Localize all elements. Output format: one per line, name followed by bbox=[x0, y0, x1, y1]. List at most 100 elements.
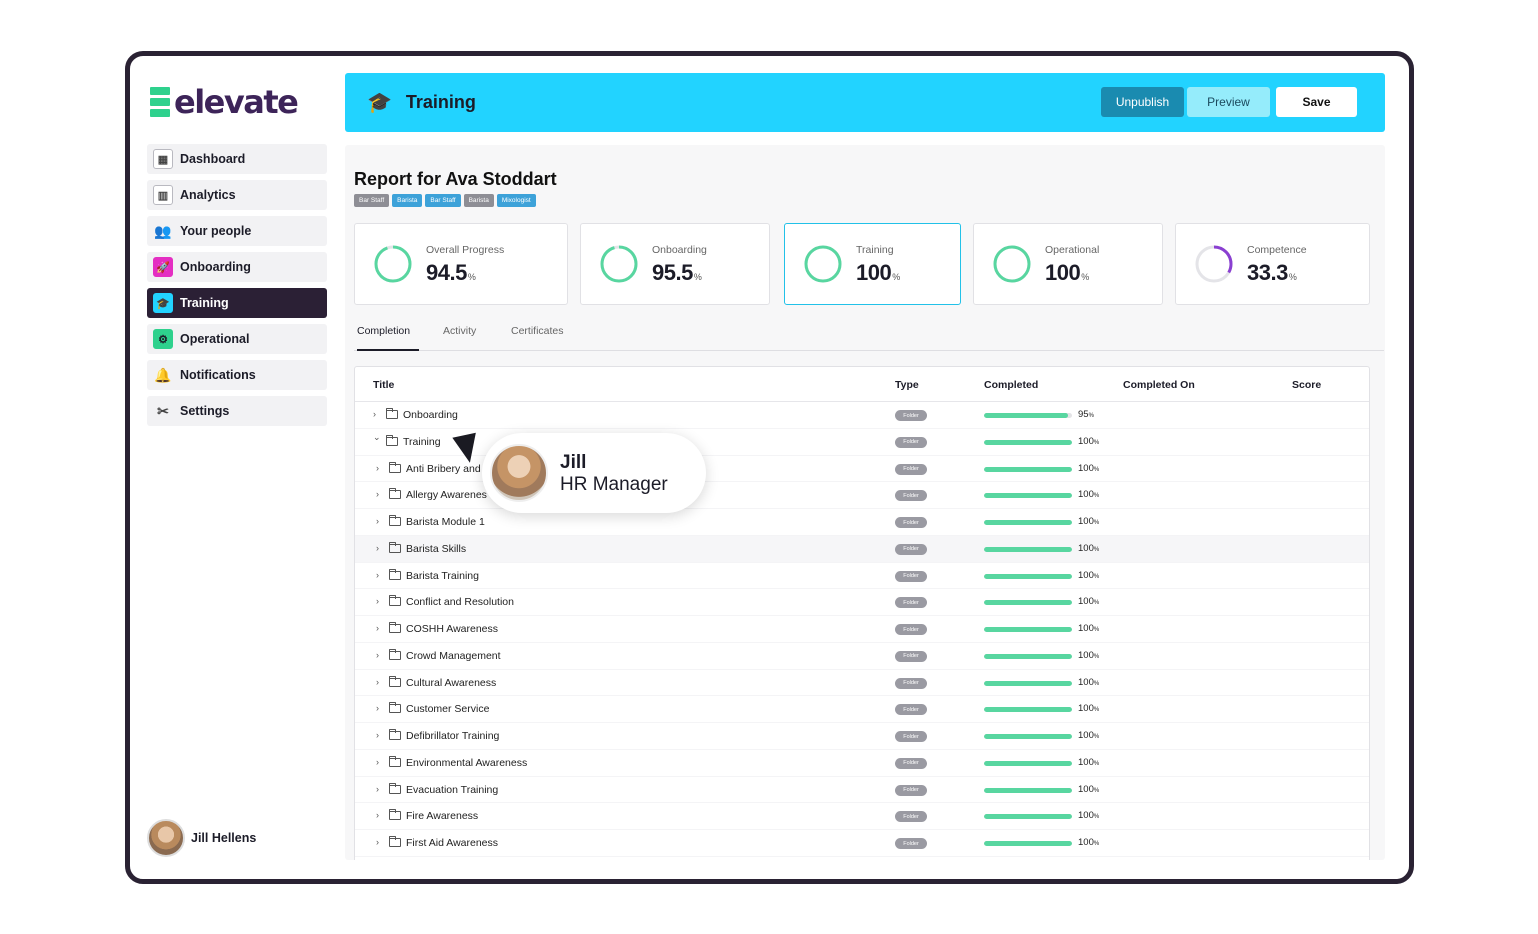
tab-activity[interactable]: Activity bbox=[443, 325, 477, 337]
tools-icon: ✂ bbox=[157, 402, 169, 419]
preview-button[interactable]: Preview bbox=[1187, 87, 1270, 117]
table-row[interactable]: › Evacuation Training Folder 100% bbox=[355, 777, 1369, 804]
stat-card-competence[interactable]: Competence 33.3% bbox=[1175, 223, 1370, 305]
role-tag[interactable]: Barista bbox=[463, 194, 494, 207]
progress-ring-fill bbox=[993, 245, 1031, 283]
chevron-right-icon[interactable]: › bbox=[376, 676, 379, 687]
chevron-right-icon[interactable]: › bbox=[376, 462, 379, 473]
col-completed-on[interactable]: Completed On bbox=[1123, 379, 1195, 391]
stat-label: Onboarding bbox=[652, 244, 707, 256]
tab-completion[interactable]: Completion bbox=[357, 321, 419, 351]
table-row[interactable]: ⌄ Training Folder 100% bbox=[355, 429, 1369, 456]
tab-certificates[interactable]: Certificates bbox=[511, 325, 564, 337]
role-tag[interactable]: Barista bbox=[392, 194, 423, 207]
chevron-right-icon[interactable]: › bbox=[376, 623, 379, 633]
stat-card-onboarding[interactable]: Onboarding 95.5% bbox=[580, 223, 770, 305]
chevron-right-icon[interactable]: › bbox=[376, 542, 379, 553]
type-badge: Folder bbox=[895, 731, 927, 742]
role-tag[interactable]: Bar Staff bbox=[354, 194, 390, 207]
type-badge: Folder bbox=[895, 597, 927, 609]
table-row[interactable]: › Crowd Management Folder 100% bbox=[355, 643, 1369, 670]
stat-unit: % bbox=[1288, 272, 1297, 282]
chevron-right-icon[interactable]: › bbox=[376, 837, 379, 847]
chevron-right-icon[interactable]: › bbox=[376, 516, 379, 526]
completion-bar-fill bbox=[984, 466, 1072, 472]
stat-card-operational[interactable]: Operational 100% bbox=[973, 223, 1163, 305]
progress-ring bbox=[1195, 245, 1233, 283]
chevron-right-icon[interactable]: › bbox=[376, 489, 379, 500]
table-row[interactable]: › Environmental Awareness Folder 100% bbox=[355, 750, 1369, 777]
role-tag[interactable]: Mixologist bbox=[496, 194, 536, 207]
rocket-icon: 🚀 bbox=[153, 257, 173, 277]
completion-bar bbox=[984, 466, 1072, 472]
chevron-right-icon[interactable]: › bbox=[376, 783, 379, 794]
role-tag[interactable]: Bar Staff bbox=[425, 194, 461, 207]
col-title[interactable]: Title bbox=[373, 379, 395, 391]
sidebar-item-notifications[interactable]: 🔔 Notifications bbox=[147, 360, 327, 390]
table-row[interactable]: › Fire Awareness Folder 100% bbox=[355, 803, 1369, 830]
dashboard-icon: ▦ bbox=[153, 149, 173, 169]
percent-value: 100 bbox=[1078, 810, 1094, 822]
col-completed[interactable]: Completed bbox=[984, 379, 1039, 391]
table-header: Title Type Completed Completed On Score bbox=[355, 367, 1369, 402]
chevron-right-icon[interactable]: › bbox=[376, 569, 379, 580]
col-type[interactable]: Type bbox=[895, 379, 919, 391]
table-row[interactable]: › Barista Module 1 Folder 100% bbox=[355, 509, 1369, 536]
completion-percent: 100% bbox=[1078, 703, 1099, 714]
operational-icon: ⚙ bbox=[153, 329, 173, 349]
sidebar-item-operational[interactable]: ⚙ Operational bbox=[147, 324, 327, 354]
table-row[interactable]: › Allergy Awarenes Folder 100% bbox=[355, 482, 1369, 509]
stat-number: 95.5 bbox=[652, 260, 693, 285]
type-badge: Folder bbox=[895, 757, 927, 769]
completion-bar bbox=[984, 600, 1072, 606]
table-row[interactable]: › Onboarding Folder 95% bbox=[355, 402, 1369, 429]
page-title: Training bbox=[405, 92, 476, 112]
table-row[interactable]: › First Aid Awareness Folder 100% bbox=[355, 830, 1369, 857]
chevron-right-icon[interactable]: › bbox=[376, 596, 379, 607]
percent-value: 100 bbox=[1078, 756, 1094, 768]
stat-card-overall-progress[interactable]: Overall Progress 94.5% bbox=[354, 223, 568, 305]
sidebar-item-onboarding[interactable]: 🚀 Onboarding bbox=[147, 252, 327, 282]
table-row[interactable]: › Conflict and Resolution Folder 100% bbox=[355, 589, 1369, 616]
stat-card-training[interactable]: Training 100% bbox=[784, 223, 961, 305]
chevron-right-icon[interactable]: › bbox=[373, 409, 376, 419]
chevron-right-icon[interactable]: › bbox=[376, 756, 379, 767]
percent-value: 100 bbox=[1078, 462, 1094, 474]
sidebar-item-analytics[interactable]: ▥ Analytics bbox=[147, 180, 327, 210]
table-row[interactable]: › Barista Training Folder 100% bbox=[355, 563, 1369, 590]
save-button[interactable]: Save bbox=[1276, 87, 1357, 117]
sidebar-nav: ▦ Dashboard ▥ Analytics 👥 Your people 🚀 Onboard… bbox=[147, 144, 327, 432]
user-name: Jill Hellens bbox=[191, 831, 257, 845]
stat-unit: % bbox=[467, 272, 476, 282]
chevron-down-icon[interactable]: ⌄ bbox=[373, 431, 381, 442]
completion-bar bbox=[984, 760, 1072, 766]
col-score[interactable]: Score bbox=[1292, 379, 1322, 391]
completion-percent: 100% bbox=[1078, 596, 1099, 607]
chevron-right-icon[interactable]: › bbox=[376, 810, 379, 821]
report-tabs: Completion Activity Certificates bbox=[354, 321, 1384, 351]
completion-percent: 100% bbox=[1078, 623, 1099, 634]
type-badge: Folder bbox=[895, 463, 927, 475]
chevron-right-icon[interactable]: › bbox=[376, 730, 379, 740]
table-row[interactable]: › Anti Bribery and Folder 100% bbox=[355, 456, 1369, 483]
unpublish-button[interactable]: Unpublish bbox=[1101, 87, 1184, 117]
table-row[interactable]: › Cultural Awareness Folder 100% bbox=[355, 670, 1369, 697]
folder-icon bbox=[389, 755, 401, 767]
chevron-right-icon[interactable]: › bbox=[376, 649, 379, 660]
report-panel: Report for Ava Stoddart Bar Staff Barista… bbox=[345, 145, 1385, 860]
completion-bar-fill bbox=[984, 600, 1072, 606]
row-title: Barista Skills bbox=[406, 542, 467, 555]
logo[interactable]: elevate bbox=[150, 86, 299, 118]
chevron-right-icon[interactable]: › bbox=[376, 703, 379, 714]
table-row[interactable]: › Barista Skills Folder 100% bbox=[355, 535, 1369, 563]
sidebar-item-training[interactable]: 🎓 Training bbox=[147, 288, 327, 318]
current-user[interactable]: Jill Hellens bbox=[147, 819, 256, 857]
sidebar-item-your-people[interactable]: 👥 Your people bbox=[147, 216, 327, 246]
type-badge: Folder bbox=[895, 784, 927, 796]
sidebar-item-settings[interactable]: ✂ Settings bbox=[147, 396, 327, 426]
table-row[interactable]: › Customer Service Folder 100% bbox=[355, 696, 1369, 723]
percent-unit: % bbox=[1093, 520, 1100, 526]
table-row[interactable]: › Defibrillator Training Folder 100% bbox=[355, 723, 1369, 750]
table-row[interactable]: › COSHH Awareness Folder 100% bbox=[355, 616, 1369, 643]
sidebar-item-dashboard[interactable]: ▦ Dashboard bbox=[147, 144, 327, 174]
